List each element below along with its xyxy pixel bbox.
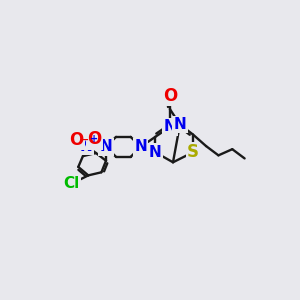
- Text: O: O: [70, 131, 84, 149]
- Text: S: S: [187, 143, 199, 161]
- Text: Cl: Cl: [63, 176, 80, 191]
- Text: N: N: [164, 119, 176, 134]
- Text: O: O: [163, 87, 177, 105]
- Text: +: +: [90, 134, 98, 144]
- Text: O: O: [87, 130, 102, 148]
- Text: N: N: [80, 139, 92, 154]
- Text: N: N: [100, 140, 112, 154]
- Text: −: −: [81, 135, 89, 145]
- Text: N: N: [149, 145, 162, 160]
- Text: N: N: [134, 140, 147, 154]
- Text: N: N: [174, 117, 186, 132]
